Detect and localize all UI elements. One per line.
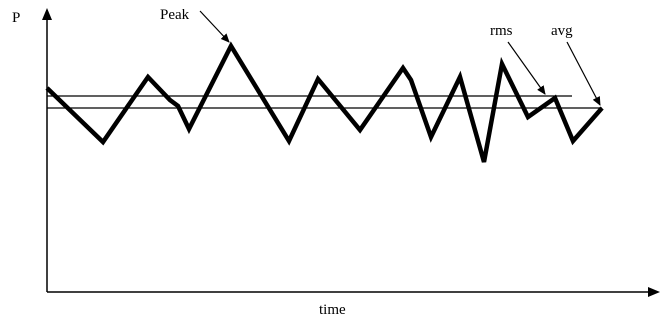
avg-pointer-arrow: [566, 41, 601, 106]
avg-label: avg: [551, 23, 573, 39]
x-axis-arrow-icon: [648, 287, 660, 297]
y-axis-label: P: [12, 10, 20, 26]
peak-label: Peak: [160, 7, 190, 23]
power-waveform: [45, 41, 604, 163]
y-axis-arrow-icon: [42, 8, 52, 20]
peak-pointer-arrow: [199, 10, 230, 43]
rms-label: rms: [490, 23, 513, 39]
rms-pointer-arrow: [507, 41, 546, 95]
x-axis-label: time: [319, 302, 346, 318]
